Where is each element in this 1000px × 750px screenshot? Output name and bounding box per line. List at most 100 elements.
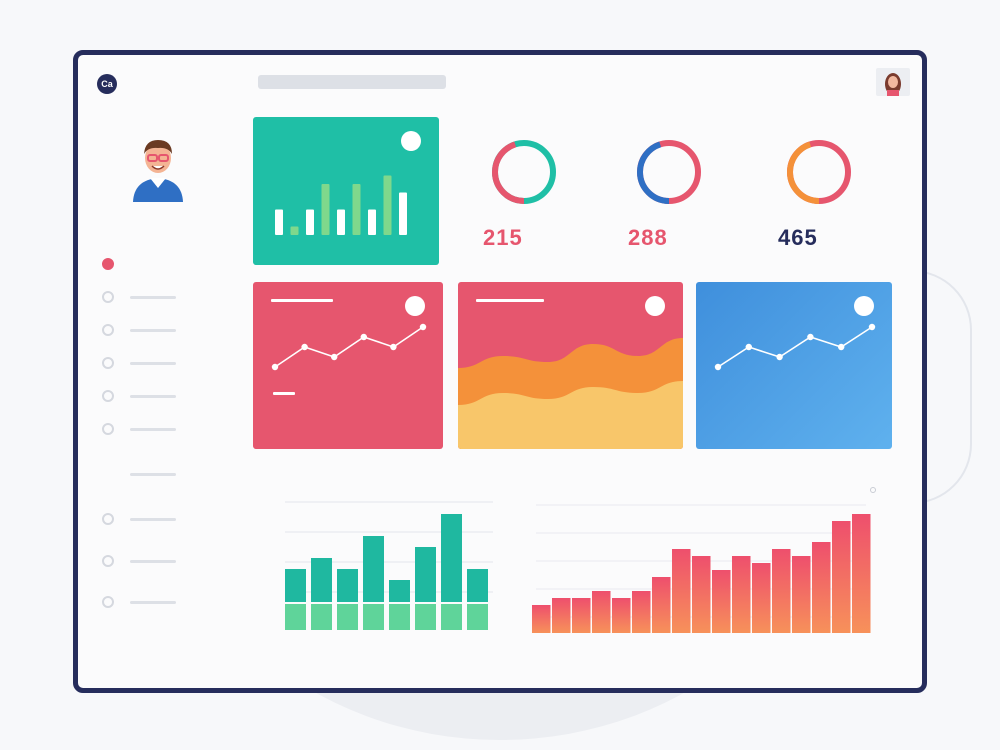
data-point xyxy=(714,363,722,371)
bar-upper xyxy=(467,569,488,602)
bar-upper xyxy=(363,536,384,602)
nav-dot-icon xyxy=(102,596,114,608)
bar-upper xyxy=(389,580,410,602)
red-line-card[interactable] xyxy=(253,282,443,449)
bar xyxy=(592,591,611,633)
search-bar[interactable] xyxy=(258,75,446,89)
card-menu-dot[interactable] xyxy=(645,296,665,316)
wave-area-card[interactable] xyxy=(458,282,683,449)
stat-value: 215 xyxy=(483,225,523,250)
donut-segment xyxy=(637,140,701,204)
bar xyxy=(772,549,791,633)
bar xyxy=(352,184,361,235)
bar-lower xyxy=(389,604,410,630)
donut-chart xyxy=(637,140,701,204)
data-point xyxy=(745,343,752,351)
bar-upper xyxy=(311,558,332,602)
data-point xyxy=(838,343,845,351)
bar xyxy=(692,556,711,633)
bar-lower xyxy=(311,604,332,630)
bar xyxy=(632,591,651,633)
data-point xyxy=(776,353,783,361)
bar-lower xyxy=(285,604,306,630)
stat-value: 465 xyxy=(778,225,818,250)
bar xyxy=(552,598,571,633)
sidebar-item-line xyxy=(130,329,176,332)
user-avatar-icon[interactable] xyxy=(128,130,188,202)
bar xyxy=(732,556,751,633)
bar xyxy=(383,175,392,235)
card-menu-dot[interactable] xyxy=(405,296,425,316)
sidebar-item[interactable] xyxy=(102,465,192,485)
data-point xyxy=(331,353,338,361)
dashboard-window: Ca 215 288 465 xyxy=(73,50,927,693)
sidebar-item-line xyxy=(130,473,176,476)
sidebar-item[interactable] xyxy=(102,321,192,341)
bottom-gradient-chart xyxy=(532,487,876,633)
donut-chart xyxy=(787,140,851,204)
nav-dot-icon xyxy=(102,423,114,435)
bar xyxy=(792,556,811,633)
area-series xyxy=(458,381,683,449)
sidebar-item-line xyxy=(130,362,176,365)
bar xyxy=(672,549,691,633)
card-caption-line xyxy=(273,392,295,395)
nav-dot-icon xyxy=(102,258,114,270)
sidebar-item[interactable] xyxy=(102,387,192,407)
series-line xyxy=(717,326,873,368)
bar xyxy=(572,598,591,633)
sidebar-item[interactable] xyxy=(102,288,192,308)
bar-lower xyxy=(337,604,358,630)
data-point xyxy=(807,333,814,341)
teal-stats-card[interactable] xyxy=(253,117,439,265)
blue-line-chart xyxy=(714,323,876,371)
nav-dot-icon xyxy=(102,390,114,402)
profile-avatar[interactable] xyxy=(876,68,910,96)
bar-lower xyxy=(363,604,384,630)
bar xyxy=(337,209,345,235)
bar-lower xyxy=(467,604,488,630)
card-menu-dot[interactable] xyxy=(854,296,874,316)
sidebar-item[interactable] xyxy=(102,552,192,572)
teal-bar-chart xyxy=(275,175,407,235)
donut-chart xyxy=(492,140,556,204)
data-point xyxy=(390,343,397,351)
blue-line-card[interactable] xyxy=(696,282,892,449)
bottom-bar-chart xyxy=(285,501,493,630)
nav-dot-icon xyxy=(102,513,114,525)
red-line-chart xyxy=(271,299,427,395)
bar xyxy=(832,521,851,633)
sidebar-item[interactable] xyxy=(102,255,192,275)
sidebar-item[interactable] xyxy=(102,593,192,613)
data-point xyxy=(301,343,308,351)
sidebar-item[interactable] xyxy=(102,510,192,530)
data-point xyxy=(271,363,279,371)
bar-upper xyxy=(441,514,462,602)
bar xyxy=(275,209,283,235)
card-title-line xyxy=(271,299,333,302)
bar xyxy=(532,605,551,633)
sidebar-item-line xyxy=(130,518,176,521)
bar xyxy=(752,563,771,633)
sidebar-item[interactable] xyxy=(102,354,192,374)
data-point xyxy=(360,333,367,341)
bar xyxy=(812,542,831,633)
card-title-line xyxy=(476,299,544,302)
bar-upper xyxy=(285,569,306,602)
wave-area-chart xyxy=(458,299,683,449)
nav-dot-icon xyxy=(102,291,114,303)
nav-dot-icon xyxy=(102,555,114,567)
series-line xyxy=(274,326,424,368)
bar-lower xyxy=(415,604,436,630)
bar xyxy=(368,209,376,235)
donut-segment xyxy=(787,140,851,204)
bar xyxy=(321,184,330,235)
bar xyxy=(852,514,871,633)
chart-marker xyxy=(870,487,876,493)
sidebar-item-line xyxy=(130,560,176,563)
logo-icon[interactable]: Ca xyxy=(97,74,117,94)
card-menu-dot[interactable] xyxy=(401,131,421,151)
sidebar-item[interactable] xyxy=(102,420,192,440)
bar xyxy=(652,577,671,633)
sidebar-item-line xyxy=(130,395,176,398)
